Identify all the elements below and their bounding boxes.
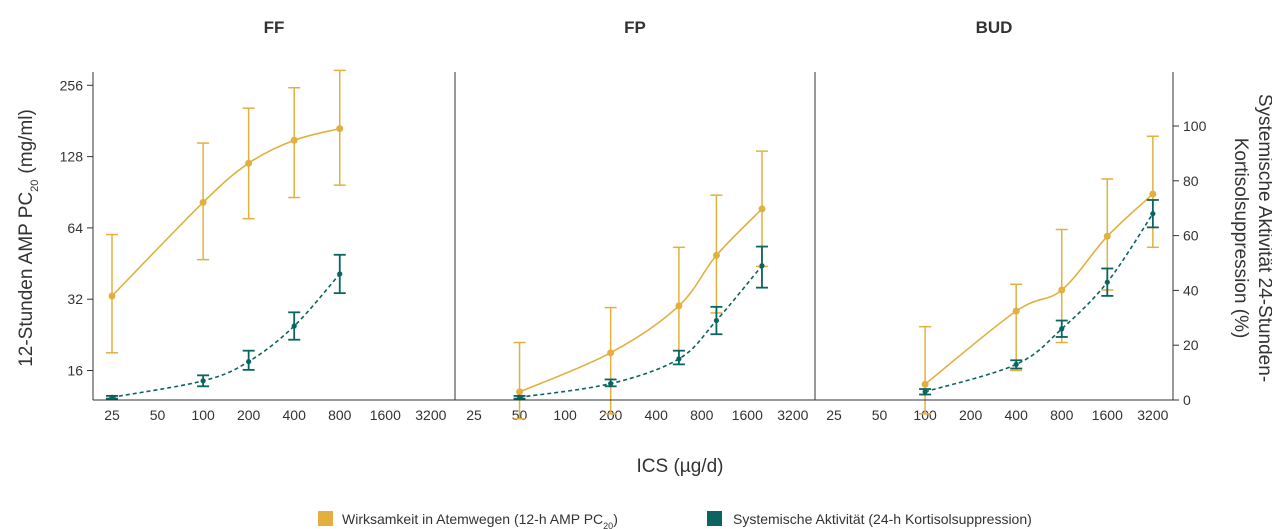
legend-label-efficacy: Wirksamkeit in Atemwegen (12-h AMP PC20) xyxy=(342,511,618,529)
systemic-point xyxy=(109,394,115,400)
x-tick-label: 1600 xyxy=(370,407,401,423)
panels-layer: FF 25 50 100 200 400 800 1600 3200 FP 25 50 100 200 40… xyxy=(104,18,1168,423)
x-tick-label: 800 xyxy=(690,407,714,423)
x-tick-label: 25 xyxy=(466,407,482,423)
y-right-tick-label: 0 xyxy=(1183,392,1191,408)
panel-title-bud: BUD xyxy=(976,18,1013,37)
x-tick-label: 50 xyxy=(150,407,166,423)
systemic-point xyxy=(713,317,720,324)
y-right-tick-label: 100 xyxy=(1183,118,1207,134)
efficacy-point xyxy=(607,349,615,357)
systemic-point xyxy=(676,356,682,362)
x-tick-label: 100 xyxy=(191,407,215,423)
systemic-line xyxy=(924,213,1154,393)
x-tick-label: 3200 xyxy=(415,407,446,423)
legend-swatch-efficacy xyxy=(318,511,333,526)
x-tick-label: 3200 xyxy=(1137,407,1168,423)
systemic-line xyxy=(111,273,341,399)
efficacy-line xyxy=(111,127,341,297)
y-left-tick-label: 128 xyxy=(60,149,84,165)
efficacy-line xyxy=(519,208,763,393)
panel-title-ff: FF xyxy=(264,18,285,37)
x-tick-label: 100 xyxy=(553,407,577,423)
efficacy-point xyxy=(245,159,253,167)
legend-efficacy-end: ) xyxy=(613,511,618,527)
y-left-tick-label: 256 xyxy=(60,77,84,93)
axes-layer: 16 32 64 128 256 0 20 40 60 80 100 xyxy=(60,72,1207,408)
systemic-point xyxy=(608,380,614,387)
systemic-point xyxy=(516,394,523,400)
x-tick-label: 400 xyxy=(283,407,307,423)
x-tick-label: 200 xyxy=(237,407,261,423)
systemic-point xyxy=(200,378,206,384)
y-right-title-line-1: Systemische Aktivität 24-Stunden- xyxy=(1254,94,1272,382)
efficacy-point xyxy=(712,251,720,259)
y-right-tick-label: 20 xyxy=(1183,337,1199,353)
x-tick-label: 50 xyxy=(872,407,888,423)
y-right-tick-label: 80 xyxy=(1183,173,1199,189)
legend-swatch-systemic xyxy=(707,511,722,526)
x-axis-title: ICS (µg/d) xyxy=(637,456,724,477)
y-left-tick-label: 64 xyxy=(67,220,83,236)
y-right-title-line-2: Kortisolsuppression (%) xyxy=(1230,138,1251,339)
x-tick-label: 200 xyxy=(599,407,623,423)
panel-title-fp: FP xyxy=(624,18,646,37)
x-tick-label: 25 xyxy=(104,407,120,423)
legend-efficacy-text: Wirksamkeit in Atemwegen (12-h AMP PC xyxy=(342,511,603,527)
efficacy-point xyxy=(1149,190,1157,198)
efficacy-point xyxy=(1058,286,1066,294)
x-tick-label: 200 xyxy=(959,407,983,423)
systemic-point xyxy=(337,271,343,277)
x-tick-label: 25 xyxy=(826,407,842,423)
efficacy-point xyxy=(1012,307,1020,315)
efficacy-line xyxy=(924,193,1154,385)
systemic-point xyxy=(1104,279,1110,285)
efficacy-point xyxy=(290,136,298,144)
y-right-axis-title: Systemische Aktivität 24-Stunden- Kortis… xyxy=(1230,94,1272,382)
x-tick-label: 1600 xyxy=(732,407,763,423)
systemic-point xyxy=(922,389,928,395)
x-tick-label: 800 xyxy=(1050,407,1074,423)
legend-efficacy-sub: 20 xyxy=(603,521,613,529)
x-tick-label: 3200 xyxy=(777,407,808,423)
x-tick-label: 1600 xyxy=(1092,407,1123,423)
x-tick-label: 400 xyxy=(645,407,669,423)
systemic-point xyxy=(246,359,252,365)
systemic-point xyxy=(291,323,297,329)
y-right-tick-label: 60 xyxy=(1183,228,1199,244)
y-left-axis-title: 12-Stunden AMP PC20 (mg/ml) xyxy=(16,109,41,367)
x-tick-label: 800 xyxy=(328,407,352,423)
y-left-title-unit: (mg/ml) xyxy=(16,109,37,173)
y-left-tick-label: 16 xyxy=(67,363,83,379)
systemic-point xyxy=(1013,361,1019,367)
efficacy-point xyxy=(921,380,929,388)
panel-bud: BUD 25 50 100 200 400 800 1600 3200 xyxy=(826,18,1168,423)
y-left-title-main: 12-Stunden AMP PC xyxy=(16,192,37,367)
y-left-tick-label: 32 xyxy=(67,291,83,307)
legend-label-systemic: Systemische Aktivität (24-h Kortisolsupp… xyxy=(733,511,1032,527)
efficacy-point xyxy=(336,125,344,133)
systemic-point xyxy=(759,263,765,269)
y-right-tick-label: 40 xyxy=(1183,282,1199,298)
efficacy-point xyxy=(675,302,683,310)
efficacy-point xyxy=(516,388,524,396)
panel-ff: FF 25 50 100 200 400 800 1600 3200 xyxy=(104,18,446,423)
efficacy-point xyxy=(199,198,207,206)
systemic-point xyxy=(1150,211,1156,217)
efficacy-point xyxy=(758,205,766,213)
y-left-title-sub: 20 xyxy=(29,180,41,192)
efficacy-point xyxy=(1103,232,1111,240)
x-tick-label: 100 xyxy=(913,407,937,423)
systemic-point xyxy=(1059,326,1065,332)
efficacy-point xyxy=(108,292,116,300)
legend: Wirksamkeit in Atemwegen (12-h AMP PC20)… xyxy=(318,511,1032,529)
x-tick-label: 400 xyxy=(1005,407,1029,423)
